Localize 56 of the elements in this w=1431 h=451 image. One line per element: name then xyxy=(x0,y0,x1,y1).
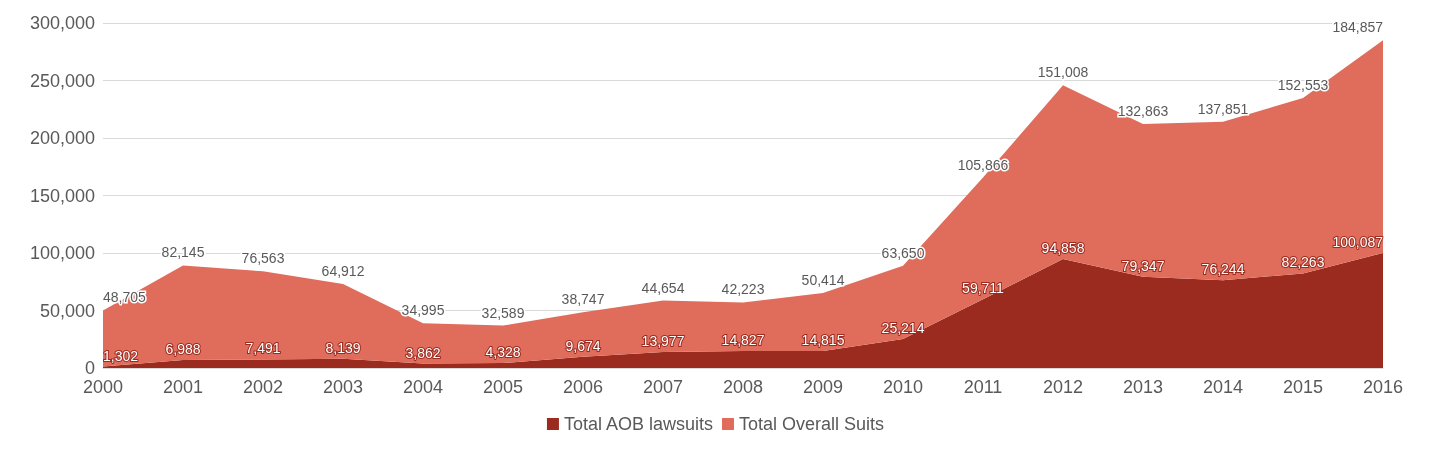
x-tick-label: 2014 xyxy=(1202,377,1244,397)
data-label: 13,977 xyxy=(641,332,685,349)
data-label: 59,711 xyxy=(962,280,1005,297)
x-tick-label: 2008 xyxy=(722,377,764,397)
data-label: 94,858 xyxy=(1041,239,1085,256)
data-label: 184,857 xyxy=(1332,19,1384,36)
data-label: 1,302 xyxy=(103,347,139,364)
x-tick-label: 2006 xyxy=(562,377,604,397)
data-label: 14,827 xyxy=(721,331,765,348)
data-label: 34,995 xyxy=(401,302,445,319)
data-label: 137,851 xyxy=(1197,100,1249,117)
data-label: 79,347 xyxy=(1121,257,1165,274)
legend-label: Total Overall Suits xyxy=(739,414,885,434)
data-label: 82,263 xyxy=(1281,254,1325,271)
data-label: 8,139 xyxy=(325,339,361,356)
x-tick-label: 2010 xyxy=(882,377,924,397)
x-tick-label: 2007 xyxy=(642,377,684,397)
data-label: 42,223 xyxy=(721,281,765,298)
y-tick-label: 300,000 xyxy=(29,13,95,33)
data-label: 38,747 xyxy=(561,291,605,308)
data-label: 50,414 xyxy=(801,271,845,288)
x-tick-label: 2000 xyxy=(82,377,124,397)
data-label: 9,674 xyxy=(565,337,601,354)
y-tick-label: 150,000 xyxy=(29,185,95,206)
x-tick-label: 2015 xyxy=(1282,377,1324,397)
x-tick-label: 2011 xyxy=(963,377,1003,397)
data-label: 132,863 xyxy=(1117,102,1169,119)
y-tick-label: 50,000 xyxy=(39,300,95,321)
data-label: 76,244 xyxy=(1201,261,1245,278)
legend-label: Total AOB lawsuits xyxy=(563,414,714,434)
y-tick-label: 250,000 xyxy=(29,70,95,91)
data-label: 64,912 xyxy=(321,262,365,279)
x-tick-label: 2012 xyxy=(1042,377,1084,397)
x-tick-label: 2002 xyxy=(242,377,284,397)
x-tick-label: 2009 xyxy=(802,377,844,397)
x-tick-label: 2001 xyxy=(162,377,204,397)
data-label: 32,589 xyxy=(481,304,525,321)
data-label: 14,815 xyxy=(801,331,845,348)
x-tick-label: 2013 xyxy=(1122,377,1164,397)
data-label: 100,087 xyxy=(1332,233,1384,250)
data-label: 76,563 xyxy=(241,250,285,267)
data-label: 7,491 xyxy=(245,340,281,357)
data-label: 4,328 xyxy=(485,344,521,361)
x-tick-label: 2003 xyxy=(322,377,364,397)
data-label: 6,988 xyxy=(165,340,201,357)
x-tick-label: 2016 xyxy=(1362,377,1404,397)
x-tick-label: 2005 xyxy=(482,377,524,397)
y-tick-label: 200,000 xyxy=(29,128,95,148)
data-label: 3,862 xyxy=(405,344,441,361)
data-label: 151,008 xyxy=(1037,64,1089,81)
x-tick-label: 2004 xyxy=(402,377,444,397)
data-label: 44,654 xyxy=(641,279,685,296)
data-label: 82,145 xyxy=(161,244,205,261)
data-label: 25,214 xyxy=(881,320,925,336)
y-tick-label: 100,000 xyxy=(29,243,95,263)
y-tick-label: 0 xyxy=(84,358,95,378)
